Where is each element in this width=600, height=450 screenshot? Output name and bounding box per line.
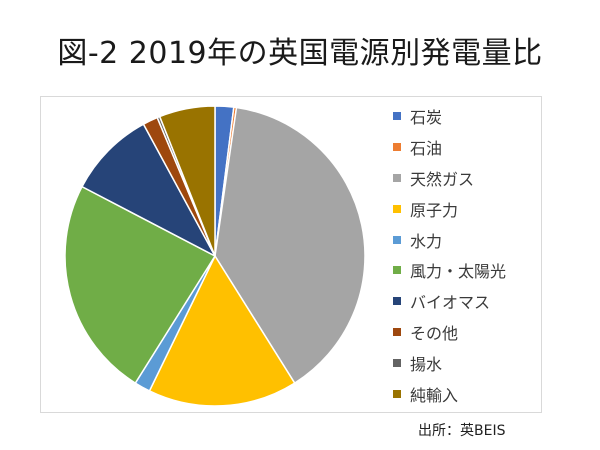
legend-item: 水力 — [393, 224, 538, 255]
legend-swatch — [393, 297, 401, 306]
pie-slice-7 — [81, 123, 216, 257]
source-note: 出所：英BEIS — [418, 423, 506, 439]
page-title: 図-2 2019年の英国電源別発電量比 — [57, 36, 543, 71]
legend-item: 石油 — [393, 132, 538, 163]
legend-label: 天然ガス — [410, 169, 475, 189]
pie-chart — [64, 105, 366, 407]
legend-item: 天然ガス — [393, 163, 538, 194]
legend-swatch — [393, 204, 401, 213]
legend-item: 風力・太陽光 — [393, 255, 538, 286]
pie-slice-4 — [148, 255, 296, 407]
legend-label: バイオマス — [410, 293, 491, 313]
legend-item: 純輸入 — [393, 378, 538, 409]
legend-swatch — [393, 358, 401, 367]
pie-slice-6 — [64, 185, 216, 384]
legend-label: 原子力 — [410, 200, 459, 220]
chart-area: 石炭石油天然ガス原子力水力風力・太陽光 バイオマスその他揚水純輸入 — [40, 96, 542, 413]
pie-slice-10 — [158, 105, 216, 257]
legend-label: 揚水 — [410, 354, 443, 374]
legend-swatch — [393, 327, 401, 336]
legend-item: 原子力 — [393, 193, 538, 224]
legend-label: その他 — [410, 323, 459, 343]
legend-item: バイオマス — [393, 286, 538, 317]
legend-swatch — [393, 112, 401, 121]
legend-label: 水力 — [410, 231, 443, 251]
legend-swatch — [393, 389, 401, 398]
legend-swatch — [393, 143, 401, 152]
legend-swatch — [393, 173, 401, 182]
legend-item: その他 — [393, 317, 538, 348]
legend-item: 揚水 — [393, 347, 538, 378]
legend-swatch — [393, 235, 401, 244]
legend-label: 風力・太陽光 — [410, 262, 507, 282]
chart-legend: 石炭石油天然ガス原子力水力風力・太陽光 バイオマスその他揚水純輸入 — [393, 101, 538, 409]
legend-item: 石炭 — [393, 101, 538, 132]
legend-label: 石炭 — [410, 108, 443, 128]
pie-slice-3 — [214, 106, 366, 384]
legend-label: 石油 — [410, 139, 443, 159]
legend-swatch — [393, 266, 401, 275]
legend-label: 純輸入 — [410, 385, 459, 405]
